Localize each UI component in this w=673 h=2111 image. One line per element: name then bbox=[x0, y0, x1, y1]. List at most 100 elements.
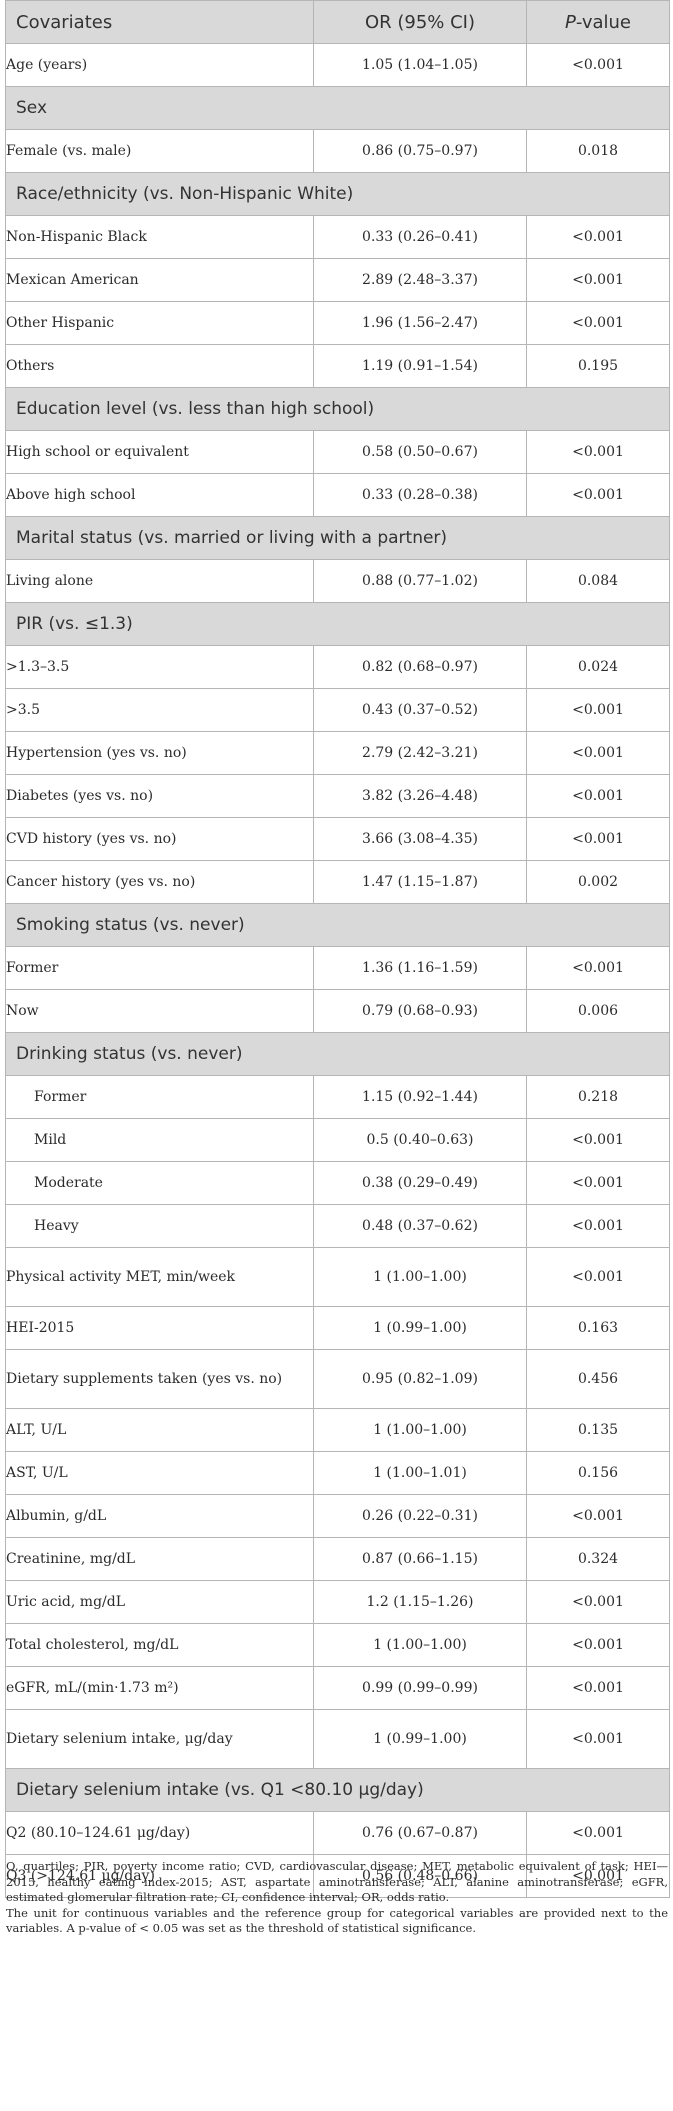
covariate-label: HEI-2015 bbox=[5, 1306, 314, 1350]
table-row: >3.5 0.43 (0.37–0.52) <0.001 bbox=[5, 688, 670, 732]
table-row: Q3 (>124.61 μg/day) 0.56 (0.48–0.66) <0.00… bbox=[5, 1854, 670, 1898]
table-row: Physical activity MET, min/week 1 (1.00–1… bbox=[5, 1247, 670, 1307]
footnote-abbreviations: Q, quartiles; PIR, poverty income ratio;… bbox=[6, 1859, 668, 1904]
odds-ratio-value: 1 (1.00–1.00) bbox=[313, 1623, 527, 1667]
p-value: <0.001 bbox=[526, 1580, 670, 1624]
p-value: <0.001 bbox=[526, 688, 670, 732]
table-row: Total cholesterol, mg/dL 1 (1.00–1.00) <0.… bbox=[5, 1623, 670, 1667]
p-value: <0.001 bbox=[526, 1623, 670, 1667]
odds-ratio-value: 0.95 (0.82–1.09) bbox=[313, 1349, 527, 1409]
odds-ratio-value: 0.79 (0.68–0.93) bbox=[313, 989, 527, 1033]
table-row: HEI-2015 1 (0.99–1.00) 0.163 bbox=[5, 1306, 670, 1350]
p-value: <0.001 bbox=[526, 731, 670, 775]
p-value: <0.001 bbox=[526, 1118, 670, 1162]
table-row: Now 0.79 (0.68–0.93) 0.006 bbox=[5, 989, 670, 1033]
covariate-label: Moderate bbox=[5, 1161, 314, 1205]
table-row: Other Hispanic 1.96 (1.56–2.47) <0.001 bbox=[5, 301, 670, 345]
p-value: <0.001 bbox=[526, 946, 670, 990]
covariate-label: >1.3–3.5 bbox=[5, 645, 314, 689]
odds-ratio-value: 2.79 (2.42–3.21) bbox=[313, 731, 527, 775]
p-value: <0.001 bbox=[526, 1811, 670, 1855]
odds-ratio-value: 1.05 (1.04–1.05) bbox=[313, 43, 527, 87]
odds-ratio-value: 0.87 (0.66–1.15) bbox=[313, 1537, 527, 1581]
table-row: Diabetes (yes vs. no) 3.82 (3.26–4.48) <0.… bbox=[5, 774, 670, 818]
odds-ratio-value: 1 (1.00–1.00) bbox=[313, 1408, 527, 1452]
odds-ratio-value: 1 (1.00–1.00) bbox=[313, 1247, 527, 1307]
odds-ratio-value: 1.2 (1.15–1.26) bbox=[313, 1580, 527, 1624]
covariate-label: >3.5 bbox=[5, 688, 314, 732]
header-p-italic: P bbox=[564, 11, 576, 33]
p-value: <0.001 bbox=[526, 301, 670, 345]
table-row: Q2 (80.10–124.61 μg/day) 0.76 (0.67–0.87)… bbox=[5, 1811, 670, 1855]
section-label: Sex bbox=[5, 86, 670, 130]
p-value: <0.001 bbox=[526, 1709, 670, 1769]
odds-ratio-value: 3.82 (3.26–4.48) bbox=[313, 774, 527, 818]
covariate-label: Q3 (>124.61 μg/day) bbox=[5, 1854, 314, 1898]
covariates-table: Covariates OR (95% CI) P-value Age (year… bbox=[5, 0, 670, 1898]
table-row: Mild 0.5 (0.40–0.63) <0.001 bbox=[5, 1118, 670, 1162]
p-value: <0.001 bbox=[526, 817, 670, 861]
covariate-label: Living alone bbox=[5, 559, 314, 603]
table-row: Dietary selenium intake, μg/day 1 (0.99–1… bbox=[5, 1709, 670, 1769]
odds-ratio-value: 0.88 (0.77–1.02) bbox=[313, 559, 527, 603]
section-header-row: Race/ethnicity (vs. Non-Hispanic White) bbox=[5, 172, 670, 216]
covariate-label: Diabetes (yes vs. no) bbox=[5, 774, 314, 818]
p-value: 0.218 bbox=[526, 1075, 670, 1119]
table-row: Others 1.19 (0.91–1.54) 0.195 bbox=[5, 344, 670, 388]
odds-ratio-value: 0.76 (0.67–0.87) bbox=[313, 1811, 527, 1855]
odds-ratio-value: 1.15 (0.92–1.44) bbox=[313, 1075, 527, 1119]
p-value: 0.084 bbox=[526, 559, 670, 603]
odds-ratio-value: 1 (0.99–1.00) bbox=[313, 1709, 527, 1769]
odds-ratio-value: 0.56 (0.48–0.66) bbox=[313, 1854, 527, 1898]
table-row: Creatinine, mg/dL 0.87 (0.66–1.15) 0.324 bbox=[5, 1537, 670, 1581]
odds-ratio-value: 1.47 (1.15–1.87) bbox=[313, 860, 527, 904]
table-row: Non-Hispanic Black 0.33 (0.26–0.41) <0.001 bbox=[5, 215, 670, 259]
odds-ratio-value: 3.66 (3.08–4.35) bbox=[313, 817, 527, 861]
covariate-label: Albumin, g/dL bbox=[5, 1494, 314, 1538]
covariate-label: Dietary selenium intake, μg/day bbox=[5, 1709, 314, 1769]
odds-ratio-value: 0.33 (0.28–0.38) bbox=[313, 473, 527, 517]
table-row: >1.3–3.5 0.82 (0.68–0.97) 0.024 bbox=[5, 645, 670, 689]
p-value: 0.024 bbox=[526, 645, 670, 689]
covariate-label: Heavy bbox=[5, 1204, 314, 1248]
p-value: 0.156 bbox=[526, 1451, 670, 1495]
covariate-label: eGFR, mL/(min·1.73 m²) bbox=[5, 1666, 314, 1710]
p-value: <0.001 bbox=[526, 258, 670, 302]
covariate-label: High school or equivalent bbox=[5, 430, 314, 474]
section-header-row: Marital status (vs. married or living wi… bbox=[5, 516, 670, 560]
p-value: <0.001 bbox=[526, 1204, 670, 1248]
odds-ratio-value: 1 (0.99–1.00) bbox=[313, 1306, 527, 1350]
table-body: Age (years) 1.05 (1.04–1.05) <0.001 Sex Fema… bbox=[5, 43, 670, 1898]
table-row: Former 1.36 (1.16–1.59) <0.001 bbox=[5, 946, 670, 990]
section-header-row: Dietary selenium intake (vs. Q1 <80.10 μ… bbox=[5, 1768, 670, 1812]
table-row: High school or equivalent 0.58 (0.50–0.67… bbox=[5, 430, 670, 474]
p-value: 0.163 bbox=[526, 1306, 670, 1350]
table-row: Dietary supplements taken (yes vs. no) 0.… bbox=[5, 1349, 670, 1409]
odds-ratio-value: 0.86 (0.75–0.97) bbox=[313, 129, 527, 173]
odds-ratio-value: 0.58 (0.50–0.67) bbox=[313, 430, 527, 474]
header-covariates: Covariates bbox=[5, 0, 314, 44]
covariate-label: Total cholesterol, mg/dL bbox=[5, 1623, 314, 1667]
p-value: <0.001 bbox=[526, 430, 670, 474]
p-value: 0.456 bbox=[526, 1349, 670, 1409]
covariate-label: Now bbox=[5, 989, 314, 1033]
covariate-label: Cancer history (yes vs. no) bbox=[5, 860, 314, 904]
section-label: Marital status (vs. married or living wi… bbox=[5, 516, 670, 560]
covariate-label: Non-Hispanic Black bbox=[5, 215, 314, 259]
covariate-label: Above high school bbox=[5, 473, 314, 517]
covariate-label: Female (vs. male) bbox=[5, 129, 314, 173]
section-label: PIR (vs. ≤1.3) bbox=[5, 602, 670, 646]
table-row: Age (years) 1.05 (1.04–1.05) <0.001 bbox=[5, 43, 670, 87]
odds-ratio-value: 0.5 (0.40–0.63) bbox=[313, 1118, 527, 1162]
p-value: <0.001 bbox=[526, 1854, 670, 1898]
section-label: Dietary selenium intake (vs. Q1 <80.10 μ… bbox=[5, 1768, 670, 1812]
p-value: <0.001 bbox=[526, 1494, 670, 1538]
odds-ratio-value: 1.96 (1.56–2.47) bbox=[313, 301, 527, 345]
table-row: Moderate 0.38 (0.29–0.49) <0.001 bbox=[5, 1161, 670, 1205]
covariate-label: ALT, U/L bbox=[5, 1408, 314, 1452]
covariate-label: Others bbox=[5, 344, 314, 388]
odds-ratio-value: 0.99 (0.99–0.99) bbox=[313, 1666, 527, 1710]
table-row: Above high school 0.33 (0.28–0.38) <0.001 bbox=[5, 473, 670, 517]
odds-ratio-value: 0.82 (0.68–0.97) bbox=[313, 645, 527, 689]
table-row: ALT, U/L 1 (1.00–1.00) 0.135 bbox=[5, 1408, 670, 1452]
